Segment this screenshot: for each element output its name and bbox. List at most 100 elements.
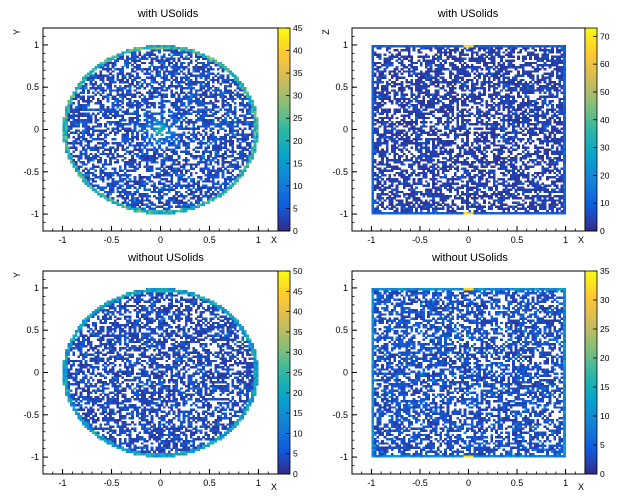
histogram-bin: [395, 186, 399, 189]
histogram-bin: [402, 121, 406, 124]
histogram-bin: [82, 152, 85, 156]
histogram-bin: [419, 80, 423, 84]
histogram-bin: [126, 190, 129, 194]
histogram-bin: [140, 125, 144, 128]
histogram-bin: [84, 176, 88, 179]
histogram-bin: [189, 49, 193, 52]
histogram-bin: [133, 190, 137, 194]
histogram-bin: [407, 203, 411, 206]
histogram-bin: [189, 112, 193, 115]
histogram-bin: [136, 167, 139, 170]
histogram-bin: [82, 91, 85, 94]
histogram-bin: [405, 78, 409, 82]
histogram-bin: [385, 93, 389, 96]
histogram-bin: [131, 140, 134, 143]
histogram-bin: [216, 146, 220, 149]
histogram-bin: [99, 142, 103, 145]
histogram-bin: [451, 44, 455, 48]
histogram-bin: [236, 91, 240, 94]
histogram-bin: [194, 59, 198, 63]
histogram-bin: [167, 201, 171, 204]
histogram-bin: [378, 55, 382, 58]
histogram-bin: [162, 163, 166, 166]
histogram-bin: [441, 108, 445, 111]
histogram-bin: [189, 97, 193, 101]
histogram-bin: [444, 165, 447, 168]
histogram-bin: [116, 144, 120, 147]
histogram-bin: [69, 161, 73, 164]
histogram-bin: [140, 144, 144, 147]
histogram-bin: [104, 89, 107, 92]
histogram-bin: [148, 137, 152, 141]
histogram-bin: [184, 180, 188, 183]
histogram-bin: [69, 114, 73, 118]
histogram-bin: [434, 74, 438, 77]
histogram-bin: [194, 205, 198, 209]
histogram-bin: [231, 165, 235, 168]
histogram-bin: [192, 51, 196, 54]
histogram-bin: [91, 184, 95, 187]
histogram-bin: [383, 129, 387, 132]
histogram-bin: [419, 76, 423, 80]
histogram-bin: [170, 80, 174, 84]
histogram-bin: [74, 97, 78, 101]
histogram-bin: [241, 131, 245, 135]
histogram-bin: [182, 51, 186, 54]
histogram-bin: [187, 97, 191, 101]
histogram-bin: [138, 129, 142, 132]
histogram-bin: [378, 140, 382, 143]
histogram-bin: [133, 123, 137, 126]
histogram-bin: [116, 159, 120, 162]
histogram-bin: [400, 63, 404, 67]
histogram-bin: [113, 116, 117, 120]
histogram-bin: [143, 57, 147, 61]
histogram-bin: [67, 146, 71, 149]
histogram-bin: [126, 186, 129, 189]
histogram-bin: [253, 116, 257, 120]
histogram-bin: [393, 110, 396, 113]
histogram-bin: [109, 80, 112, 84]
histogram-bin: [415, 201, 418, 204]
histogram-bin: [84, 125, 88, 128]
histogram-bin: [123, 148, 127, 151]
histogram-bin: [109, 161, 112, 164]
histogram-bin: [412, 49, 416, 52]
histogram-bin: [395, 116, 399, 120]
histogram-bin: [381, 135, 384, 139]
histogram-bin: [444, 176, 447, 179]
histogram-bin: [432, 207, 435, 211]
histogram-bin: [101, 95, 105, 99]
histogram-bin: [429, 199, 433, 202]
histogram-bin: [451, 156, 455, 160]
histogram-bin: [121, 205, 125, 209]
histogram-bin: [412, 182, 416, 185]
histogram-bin: [177, 97, 181, 101]
histogram-bin: [106, 87, 110, 90]
histogram-bin: [128, 99, 132, 103]
histogram-bin: [444, 49, 447, 52]
histogram-bin: [246, 154, 249, 158]
histogram-bin: [378, 44, 382, 48]
histogram-bin: [197, 195, 200, 198]
histogram-bin: [211, 106, 215, 109]
histogram-bin: [99, 63, 103, 67]
histogram-bin: [444, 133, 447, 137]
histogram-bin: [104, 152, 107, 156]
histogram-bin: [209, 59, 213, 63]
histogram-bin: [192, 140, 196, 143]
histogram-bin: [175, 169, 178, 173]
histogram-bin: [238, 97, 242, 101]
histogram-bin: [381, 118, 384, 122]
histogram-bin: [111, 66, 115, 69]
histogram-bin: [390, 89, 394, 92]
histogram-bin: [143, 192, 147, 196]
histogram-bin: [77, 165, 81, 168]
histogram-bin: [441, 133, 445, 137]
histogram-bin: [255, 137, 259, 141]
histogram-bin: [415, 142, 418, 145]
histogram-bin: [400, 87, 404, 90]
histogram-bin: [172, 104, 176, 107]
histogram-bin: [371, 146, 375, 149]
histogram-bin: [229, 110, 232, 113]
histogram-bin: [371, 148, 375, 151]
